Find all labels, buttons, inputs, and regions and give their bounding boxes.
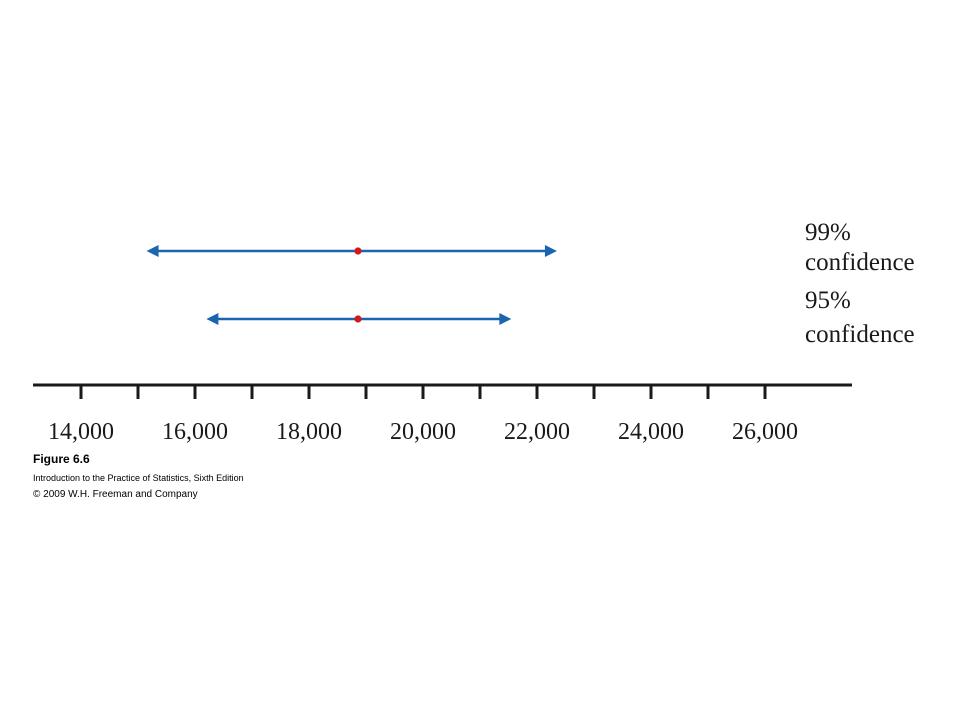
- series-labels: 99% confidence 95% confidence: [805, 219, 915, 348]
- tick-label: 18,000: [276, 419, 342, 445]
- interval-lower-arrow: [146, 245, 159, 257]
- tick-label: 14,000: [48, 419, 114, 445]
- tick-label: 24,000: [618, 419, 684, 445]
- figure-title: Figure 6.6: [33, 452, 90, 466]
- copyright-note: © 2009 W.H. Freeman and Company: [33, 489, 198, 500]
- interval-upper-arrow: [499, 313, 512, 325]
- interval-upper-arrow: [544, 245, 557, 257]
- point-estimate: [354, 247, 362, 255]
- series-label-percent: 95%: [805, 287, 851, 314]
- interval-lower-arrow: [206, 313, 219, 325]
- series-label-confidence: confidence: [805, 321, 915, 348]
- intervals-layer: [146, 245, 557, 325]
- series-label-percent: 99%: [805, 219, 851, 246]
- x-axis: 14,000 16,000 18,000 20,000 22,000 24,000 26,0…: [33, 383, 852, 445]
- book-title: Introduction to the Practice of Statisti…: [33, 473, 244, 483]
- tick-label: 22,000: [504, 419, 570, 445]
- point-estimate: [354, 315, 362, 323]
- tick-label: 20,000: [390, 419, 456, 445]
- series-label-confidence: confidence: [805, 249, 915, 276]
- tick-label: 16,000: [162, 419, 228, 445]
- tick-label: 26,000: [732, 419, 798, 445]
